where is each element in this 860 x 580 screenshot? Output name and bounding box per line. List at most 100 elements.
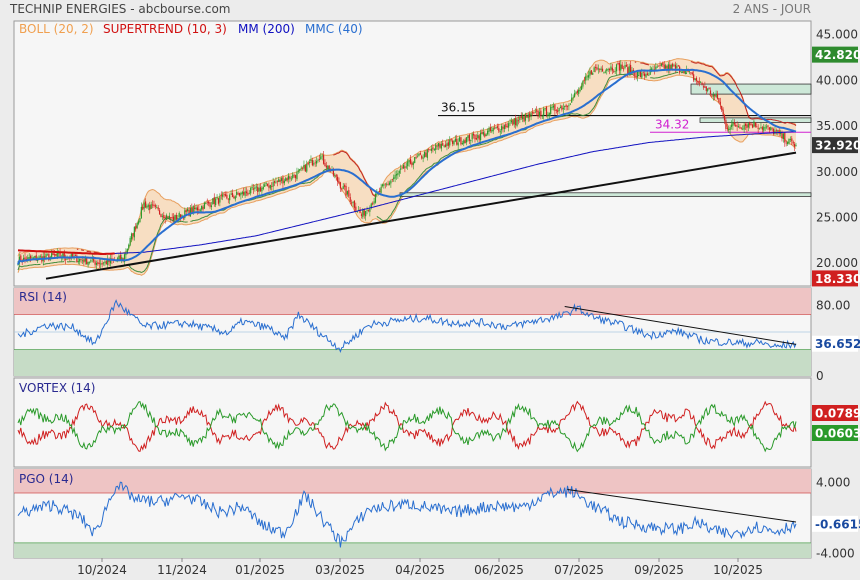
candle-body: [199, 209, 201, 212]
price-tag-low: 18.330: [815, 272, 860, 286]
candle-body: [437, 143, 440, 147]
candle-body: [520, 116, 522, 119]
candle-body: [307, 162, 309, 165]
vortex-plus-tag: 0.0603: [815, 427, 860, 441]
candle-body: [100, 263, 102, 265]
supertrend-segment: [314, 177, 317, 179]
candle-body: [332, 168, 335, 176]
chart-title: TECHNIP ENERGIES - abcbourse.com: [9, 2, 231, 16]
candle-body: [363, 210, 365, 216]
candle-body: [400, 168, 402, 170]
candle-body: [444, 144, 447, 147]
candle-body: [315, 160, 318, 164]
candle-body: [81, 260, 84, 262]
candle-body: [55, 254, 57, 256]
candle-body: [241, 191, 243, 195]
candle-body: [39, 256, 42, 258]
supertrend-segment: [718, 74, 721, 77]
candle-body: [589, 71, 591, 76]
supertrend-segment: [345, 152, 348, 155]
candle-body: [508, 123, 510, 128]
x-axis-label: 09/2025: [634, 563, 684, 577]
candle-body: [272, 182, 274, 187]
supertrend-segment: [588, 112, 591, 115]
candle-body: [355, 206, 357, 211]
candle-body: [223, 194, 225, 195]
candle-body: [527, 114, 529, 119]
price-y-tick: 40.000: [816, 73, 858, 87]
candle-body: [659, 64, 661, 66]
candle-body: [37, 259, 39, 262]
candle-body: [442, 143, 444, 146]
candle-body: [268, 185, 270, 188]
vortex-minus-tag-bg: [812, 405, 858, 421]
price-panel-content: 36.15 34.32: [17, 58, 812, 280]
candle-body: [238, 193, 241, 196]
supertrend-segment: [408, 186, 411, 189]
supertrend-segment: [607, 77, 610, 81]
candle-body: [433, 149, 435, 151]
supertrend-segment: [141, 271, 143, 273]
candle-body: [372, 203, 374, 205]
candle-body: [70, 254, 72, 258]
candle-body: [393, 177, 395, 180]
candle-body: [394, 174, 396, 179]
supertrend-segment: [160, 222, 163, 225]
x-axis-label: 01/2025: [235, 563, 285, 577]
supertrend-segment: [438, 159, 441, 163]
candle-body: [52, 252, 54, 256]
candle-body: [547, 114, 549, 117]
supertrend-segment: [284, 188, 286, 191]
candle-body: [146, 205, 148, 208]
candle-body: [494, 127, 496, 129]
candle-body: [733, 122, 735, 125]
candle-body: [219, 196, 221, 203]
supertrend-segment: [376, 215, 379, 218]
candle-body: [180, 214, 182, 219]
candle-body: [338, 181, 340, 184]
candle-body: [349, 197, 351, 202]
candle-body: [419, 153, 421, 155]
candle-body: [102, 262, 105, 264]
candle-body: [788, 138, 790, 144]
candle-body: [294, 175, 297, 179]
supertrend-segment: [414, 180, 417, 184]
candle-body: [44, 256, 46, 258]
candle-body: [125, 252, 127, 256]
candle-body: [761, 127, 763, 130]
supertrend-segment: [373, 195, 376, 197]
supertrend-segment: [592, 106, 595, 110]
candle-body: [35, 255, 37, 261]
rsi-overbought-zone: [14, 288, 811, 315]
candle-body: [203, 203, 206, 209]
supertrend-segment: [407, 187, 410, 190]
candle-body: [317, 159, 319, 161]
candle-body: [793, 144, 796, 147]
candle-body: [289, 176, 291, 179]
candle-body: [156, 207, 158, 209]
candle-body: [90, 259, 92, 262]
vortex-minus-line: [17, 400, 797, 453]
pgo-high-zone: [14, 469, 811, 494]
supertrend-segment: [206, 214, 209, 217]
candle-body: [768, 127, 770, 130]
candle-body: [498, 128, 500, 132]
price-y-tick: 45.000: [816, 28, 858, 42]
pgo-line: [17, 481, 797, 548]
candle-body: [94, 261, 96, 265]
candle-body: [391, 179, 393, 181]
candle-body: [743, 125, 745, 130]
candle-body: [283, 180, 285, 184]
candle-body: [789, 139, 791, 140]
candle-body: [646, 73, 649, 76]
candle-body: [251, 187, 253, 188]
candle-body: [133, 226, 135, 238]
candle-body: [198, 209, 200, 211]
candle-body: [397, 173, 399, 176]
candle-body: [638, 72, 640, 74]
candle-body: [161, 215, 163, 217]
candle-body: [328, 165, 330, 172]
candle-body: [201, 205, 203, 210]
candle-body: [165, 215, 168, 220]
